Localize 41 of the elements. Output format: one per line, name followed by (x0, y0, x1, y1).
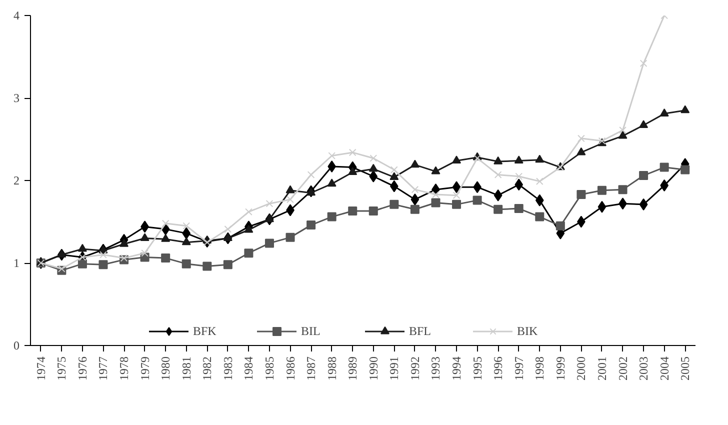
x-tick-label: 1992 (408, 356, 422, 380)
x-tick-label: 1981 (179, 356, 194, 380)
legend-label: BIL (301, 324, 322, 338)
x-tick-label: 1998 (532, 356, 547, 380)
x-tick-label: 1980 (158, 356, 173, 380)
x-tick-label: 1985 (262, 356, 276, 380)
x-tick-label: 1982 (200, 356, 214, 380)
x-tick-label: 1991 (387, 356, 402, 380)
x-tick-label: 1978 (117, 356, 132, 380)
y-tick-label: 3 (14, 91, 20, 105)
x-tick-label: 1999 (553, 356, 568, 380)
legend-label: BFL (409, 324, 432, 338)
x-tick-label: 1990 (366, 356, 380, 380)
x-tick-label: 2004 (657, 356, 672, 380)
y-tick-label: 0 (14, 338, 20, 352)
x-tick-label: 1984 (242, 356, 256, 380)
x-tick-label: 1994 (450, 356, 464, 380)
y-tick-label: 1 (14, 256, 20, 270)
x-tick-label: 2000 (574, 356, 588, 380)
x-tick-label: 1983 (220, 356, 235, 380)
x-tick-label: 1996 (491, 356, 506, 380)
x-tick-label: 1976 (75, 356, 90, 380)
x-tick-label: 1977 (96, 356, 110, 380)
x-tick-label: 2003 (636, 356, 651, 380)
legend-label: BFK (193, 324, 218, 338)
x-tick-label: 1987 (304, 356, 318, 380)
x-tick-label: 2002 (616, 356, 630, 380)
x-tick-label: 1995 (470, 356, 484, 380)
x-tick-label: 1989 (346, 356, 360, 380)
legend-label: BIK (517, 324, 539, 338)
y-tick-label: 4 (14, 8, 20, 22)
x-tick-label: 2001 (594, 356, 609, 380)
x-tick-label: 1974 (34, 356, 48, 380)
x-tick-label: 1979 (138, 356, 152, 380)
x-tick-label: 1993 (428, 356, 443, 380)
x-tick-label: 1986 (283, 356, 298, 380)
y-tick-label: 2 (14, 174, 20, 188)
x-tick-label: 1997 (512, 356, 526, 380)
x-tick-label: 1975 (54, 356, 69, 380)
x-tick-label: 2005 (678, 356, 692, 380)
x-tick-label: 1988 (324, 356, 339, 380)
